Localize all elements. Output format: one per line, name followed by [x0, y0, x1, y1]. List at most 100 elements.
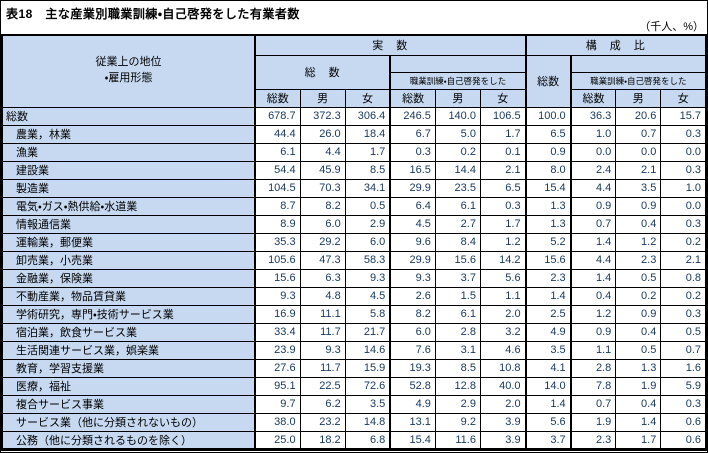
value-cell: 14.0 [524, 376, 572, 396]
value-cell: 1.4 [569, 232, 617, 252]
value-cell: 29.9 [389, 178, 436, 198]
row-label: 金融業，保険業 [1, 268, 256, 288]
corner-header: 従業上の地位 ・雇用形態 [1, 34, 256, 108]
value-cell: 29.9 [389, 250, 436, 270]
value-cell: 70.3 [299, 178, 346, 198]
value-cell: 12.8 [434, 376, 481, 396]
row-label: 情報通信業 [1, 214, 256, 234]
row-label: 建設業 [1, 160, 256, 180]
value-cell: 2.8 [569, 358, 617, 378]
value-cell: 4.5 [389, 214, 436, 234]
value-cell: 0.9 [615, 196, 662, 216]
unit-label: （千人、%） [639, 21, 704, 33]
value-cell: 36.3 [569, 106, 617, 126]
value-cell: 1.4 [615, 412, 662, 432]
value-cell: 0.7 [569, 214, 617, 234]
row-label: 電気・ガス・熱供給・水道業 [1, 196, 256, 216]
value-cell: 15.4 [389, 430, 436, 450]
value-cell: 8.2 [389, 304, 436, 324]
value-cell: 6.2 [299, 394, 346, 414]
value-cell: 0.5 [615, 268, 662, 288]
value-cell: 29.2 [299, 232, 346, 252]
value-cell: 16.9 [253, 304, 301, 324]
value-cell: 4.4 [569, 178, 617, 198]
table-row: 運輸業，郵便業 35.3 29.2 6.0 9.6 8.4 1.2 5.2 1.4 1.2 0.2 [1, 232, 707, 252]
value-cell: 372.3 [299, 106, 346, 126]
header-trained-comp: 職業訓練・自己啓発をした [569, 71, 707, 90]
header-trained-actual: 職業訓練・自己啓発をした [389, 71, 527, 90]
row-label: サービス業（他に分類されないもの） [1, 412, 256, 432]
value-cell: 6.5 [479, 178, 527, 198]
value-cell: 34.1 [344, 178, 391, 198]
value-cell: 0.7 [569, 394, 617, 414]
table-row: 総数 678.7 372.3 306.4 246.5 140.0 106.5 100.0 36.… [1, 106, 707, 126]
value-cell: 0.5 [344, 196, 391, 216]
industry-training-table: 従業上の地位 ・雇用形態 実 数 構 成 比 総 数 総数 職業訓練・自己啓発を… [1, 34, 707, 451]
value-cell: 0.2 [615, 286, 662, 306]
title-area: 表18 主な産業別職業訓練・自己啓発をした有業者数 （千人、%） [1, 1, 707, 34]
row-label: 医療，福祉 [1, 376, 256, 396]
table-body: 総数 678.7 372.3 306.4 246.5 140.0 106.5 100.0 36.… [1, 106, 707, 450]
value-cell: 0.9 [569, 196, 617, 216]
value-cell: 15.4 [524, 178, 572, 198]
value-cell: 2.4 [569, 160, 617, 180]
value-cell: 0.7 [660, 340, 707, 360]
value-cell: 7.6 [389, 340, 436, 360]
value-cell: 9.3 [299, 340, 346, 360]
value-cell: 3.5 [344, 394, 391, 414]
value-cell: 1.0 [569, 124, 617, 144]
value-cell: 9.3 [344, 268, 391, 288]
value-cell: 3.7 [524, 430, 572, 450]
table-row: 金融業，保険業 15.6 6.3 9.3 9.3 3.7 5.6 2.3 1.4 0.5 0.8 [1, 268, 707, 288]
value-cell: 0.6 [660, 412, 707, 432]
value-cell: 3.9 [479, 430, 527, 450]
value-cell: 1.2 [615, 232, 662, 252]
value-cell: 47.3 [299, 250, 346, 270]
value-cell: 3.1 [434, 340, 481, 360]
row-label: 生活関連サービス業，娯楽業 [1, 340, 256, 360]
value-cell: 15.9 [344, 358, 391, 378]
col-header-female: 女 [479, 88, 527, 108]
value-cell: 1.7 [479, 214, 527, 234]
value-cell: 0.4 [615, 214, 662, 234]
value-cell: 2.0 [479, 394, 527, 414]
value-cell: 6.0 [389, 322, 436, 342]
value-cell: 8.9 [253, 214, 301, 234]
value-cell: 2.1 [479, 160, 527, 180]
table-row: 製造業 104.5 70.3 34.1 29.9 23.5 6.5 15.4 4.4 3.5 1.0 [1, 178, 707, 198]
value-cell: 2.3 [615, 250, 662, 270]
row-label: 複合サービス事業 [1, 394, 256, 414]
table-row: 農業，林業 44.4 26.0 18.4 6.7 5.0 1.7 6.5 1.0 0.7 0.3 [1, 124, 707, 144]
value-cell: 6.1 [434, 304, 481, 324]
value-cell: 0.3 [389, 142, 436, 162]
value-cell: 2.9 [434, 394, 481, 414]
value-cell: 11.7 [299, 322, 346, 342]
value-cell: 0.9 [524, 142, 572, 162]
value-cell: 0.3 [660, 394, 707, 414]
value-cell: 15.6 [253, 268, 301, 288]
value-cell: 13.1 [389, 412, 436, 432]
header-comp-total: 総数 [524, 54, 572, 108]
value-cell: 20.6 [615, 106, 662, 126]
value-cell: 8.2 [299, 196, 346, 216]
value-cell: 0.0 [660, 196, 707, 216]
table-row: 情報通信業 8.9 6.0 2.9 4.5 2.7 1.7 1.3 0.7 0.4 0.3 [1, 214, 707, 234]
header-actual-numbers: 実 数 [254, 34, 527, 56]
value-cell: 0.9 [569, 322, 617, 342]
value-cell: 10.8 [479, 358, 527, 378]
value-cell: 0.7 [615, 124, 662, 144]
table-row: 生活関連サービス業，娯楽業 23.9 9.3 14.6 7.6 3.1 4.6 3.5 1.1 0… [1, 340, 707, 360]
value-cell: 678.7 [253, 106, 301, 126]
col-header-male: 男 [434, 88, 481, 108]
value-cell: 1.5 [434, 286, 481, 306]
value-cell: 1.2 [569, 304, 617, 324]
value-cell: 5.0 [434, 124, 481, 144]
table-row: 不動産業，物品賃貸業 9.3 4.8 4.5 2.6 1.5 1.1 1.4 0.4 0.2 0.2 [1, 286, 707, 306]
value-cell: 5.6 [479, 268, 527, 288]
col-header-total: 総数 [389, 88, 436, 108]
value-cell: 2.9 [344, 214, 391, 234]
value-cell: 2.3 [569, 430, 617, 450]
value-cell: 11.1 [299, 304, 346, 324]
value-cell: 16.5 [389, 160, 436, 180]
value-cell: 0.0 [660, 142, 707, 162]
